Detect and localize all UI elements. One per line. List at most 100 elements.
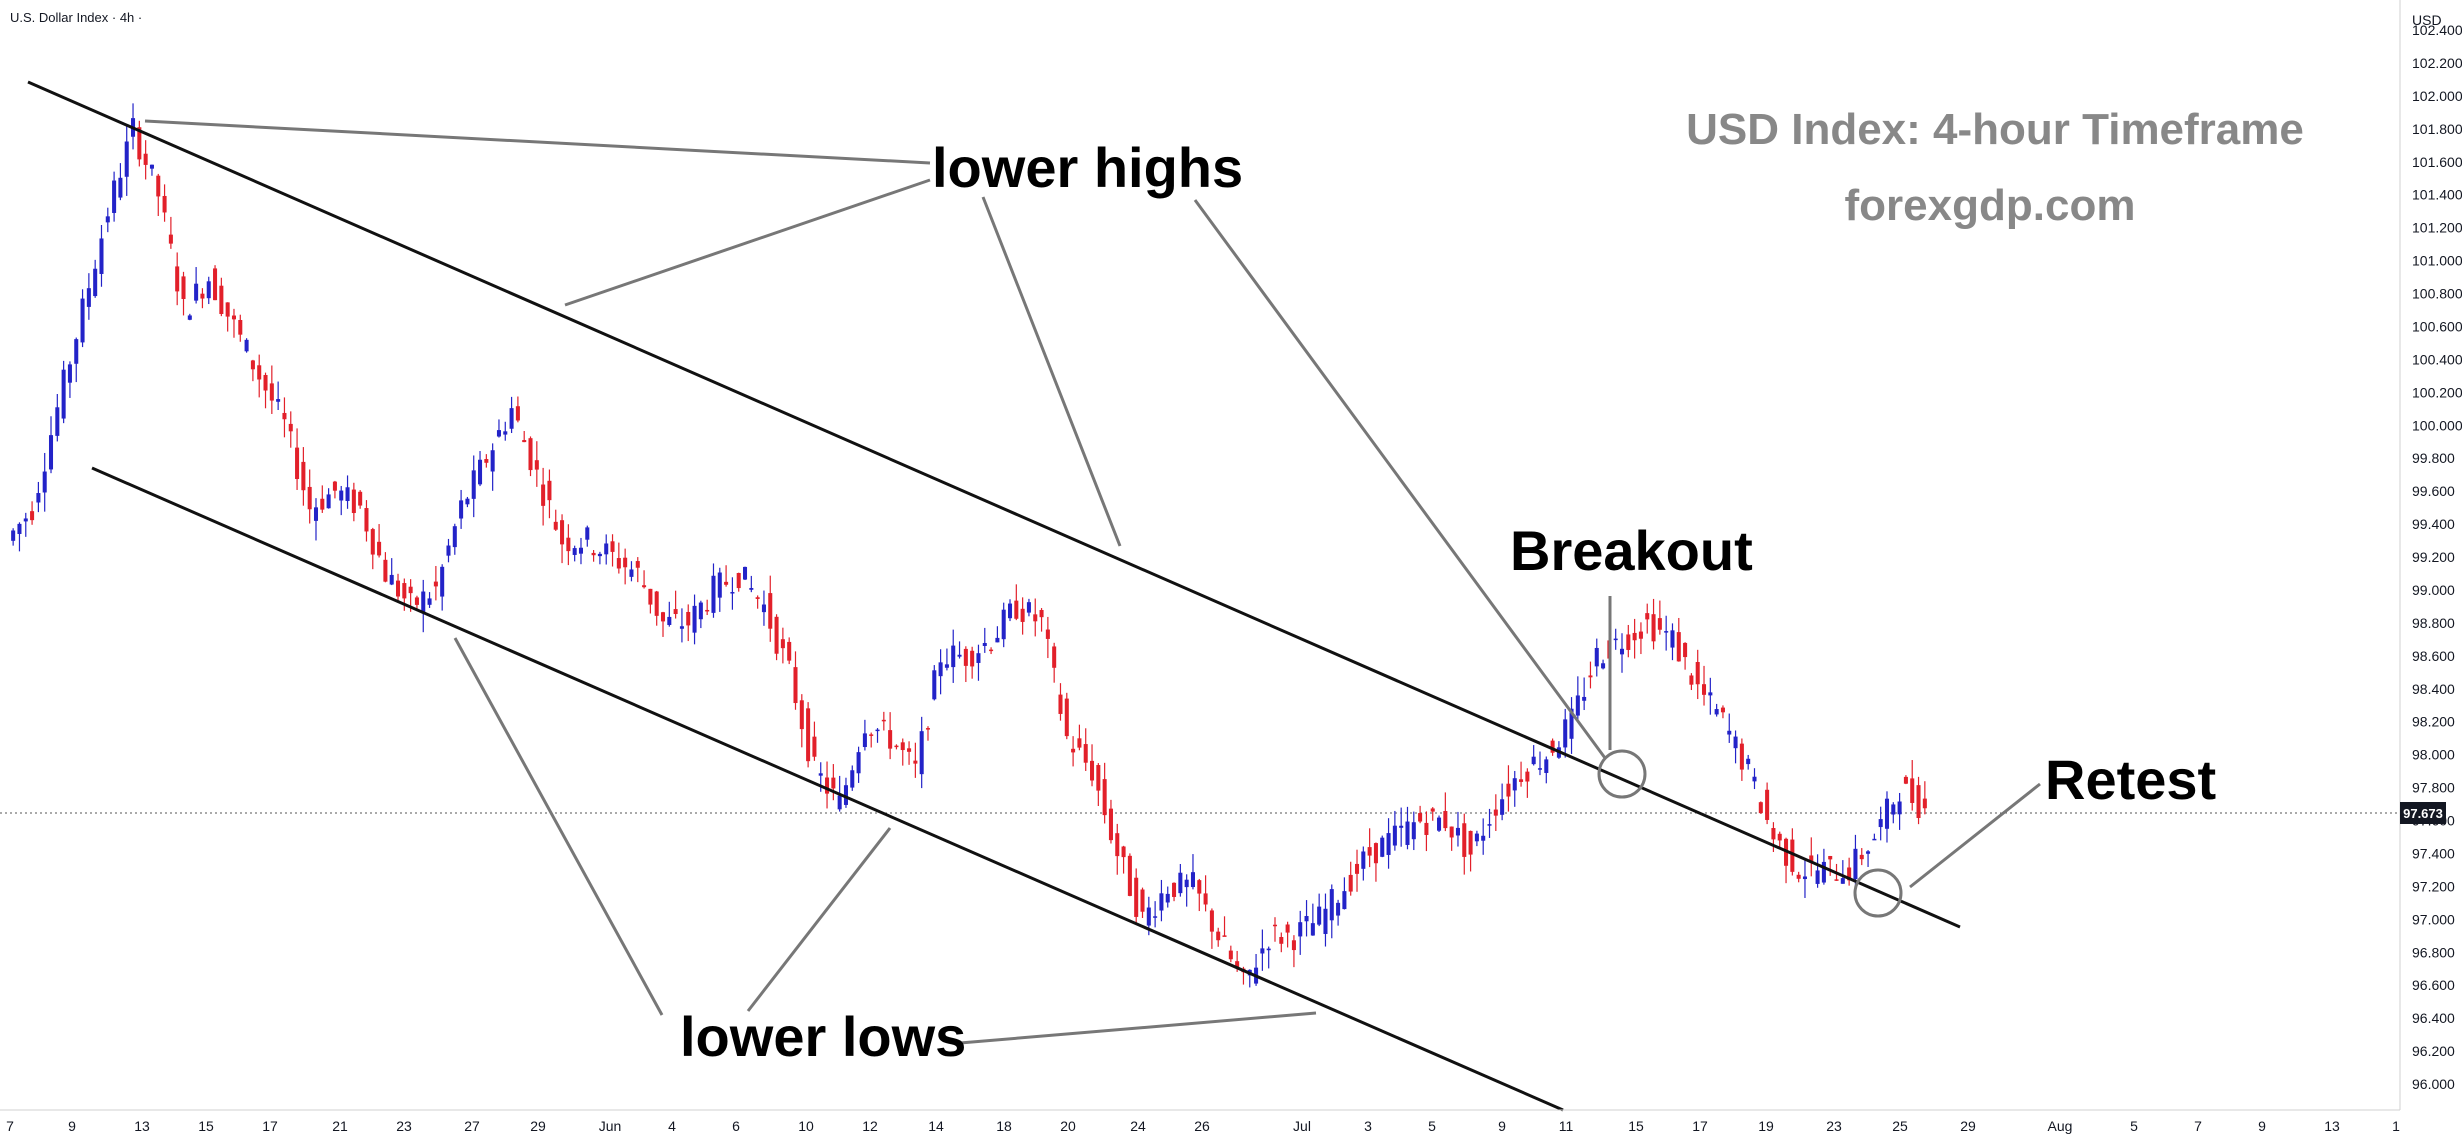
candle-up bbox=[1544, 759, 1549, 773]
candle-down bbox=[402, 583, 407, 599]
candle-up bbox=[843, 785, 848, 805]
candle-up bbox=[17, 523, 22, 534]
candle-down bbox=[799, 700, 804, 730]
candle-down bbox=[408, 586, 413, 594]
candle-down bbox=[610, 541, 615, 552]
candle-up bbox=[1601, 663, 1606, 669]
candle-up bbox=[1310, 923, 1315, 936]
candle-down bbox=[793, 667, 798, 704]
time-tick-label: 15 bbox=[198, 1118, 214, 1134]
pointer-lower-highs-1 bbox=[144, 119, 931, 165]
time-axis[interactable]: 7 9 13 15 17 21 23 27 29 Jun 4 6 10 12 14 18 20 24 26 Jul 3 5… bbox=[0, 1109, 2400, 1134]
candle-down bbox=[1777, 833, 1782, 841]
annotation-pointers bbox=[144, 119, 2041, 1045]
candle-up bbox=[862, 733, 867, 748]
price-tick-label: 100.800 bbox=[2412, 286, 2462, 302]
candle-up bbox=[118, 177, 123, 198]
price-tick-label: 96.000 bbox=[2412, 1076, 2455, 1092]
candle-up bbox=[837, 795, 842, 810]
pointer-lower-lows-1 bbox=[453, 637, 664, 1016]
candle-up bbox=[932, 670, 937, 700]
candle-down bbox=[642, 585, 647, 588]
price-tick-label: 98.600 bbox=[2412, 648, 2455, 664]
candle-down bbox=[925, 728, 931, 730]
candle-up bbox=[698, 602, 703, 620]
candle-up bbox=[490, 450, 495, 472]
time-tick-label: 29 bbox=[530, 1118, 546, 1134]
candle-up bbox=[1001, 609, 1006, 640]
candle-up bbox=[99, 238, 104, 274]
price-axis[interactable]: USD 102.400 102.200 102.000 101.800 101.600 1… bbox=[2399, 0, 2462, 1110]
candle-up bbox=[67, 364, 72, 383]
pointer-retest bbox=[1909, 782, 2041, 889]
time-tick-label: 12 bbox=[862, 1118, 878, 1134]
time-tick-label: 14 bbox=[928, 1118, 944, 1134]
candle-down bbox=[282, 412, 287, 420]
candle-down bbox=[768, 593, 773, 629]
price-tick-label: 96.600 bbox=[2412, 977, 2455, 993]
candle-down bbox=[566, 537, 571, 552]
breakout-circle bbox=[1597, 749, 1647, 799]
retest-circle bbox=[1853, 868, 1903, 918]
candle-down bbox=[623, 557, 628, 568]
candle-down bbox=[332, 481, 337, 491]
price-tick-label: 99.400 bbox=[2412, 516, 2455, 532]
candle-up bbox=[36, 493, 41, 503]
candle-down bbox=[1279, 936, 1284, 944]
candle-up bbox=[1266, 948, 1271, 951]
price-tick-label: 101.000 bbox=[2412, 253, 2462, 269]
candle-up bbox=[1727, 730, 1732, 735]
price-tick-label: 98.800 bbox=[2412, 615, 2455, 631]
candle-down bbox=[1228, 950, 1233, 960]
candle-up bbox=[717, 572, 722, 598]
candle-down bbox=[1910, 778, 1915, 803]
candle-up bbox=[1594, 647, 1599, 667]
candle-down bbox=[200, 293, 205, 299]
candle-up bbox=[1165, 893, 1170, 903]
candle-down bbox=[225, 302, 230, 317]
candle-down bbox=[1525, 771, 1530, 782]
candle-up bbox=[850, 770, 855, 788]
candle-down bbox=[528, 438, 533, 471]
price-tick-label: 96.200 bbox=[2412, 1043, 2455, 1059]
candle-down bbox=[780, 639, 785, 649]
candle-down bbox=[1462, 823, 1467, 857]
candlestick-series bbox=[11, 103, 1927, 988]
candle-down bbox=[541, 484, 546, 506]
time-tick-label: 19 bbox=[1758, 1118, 1774, 1134]
candle-up bbox=[1481, 835, 1486, 841]
candle-down bbox=[970, 650, 975, 667]
candle-up bbox=[1613, 638, 1618, 641]
candle-up bbox=[478, 459, 483, 485]
candle-down bbox=[1645, 613, 1650, 620]
candle-down bbox=[1121, 846, 1126, 858]
lower-channel-line bbox=[91, 466, 1564, 1112]
candle-up bbox=[585, 527, 590, 540]
candle-up bbox=[1298, 922, 1303, 937]
candle-down bbox=[1083, 744, 1088, 763]
price-tick-label: 99.800 bbox=[2412, 450, 2455, 466]
chart-title: USD Index: 4-hour Timeframe bbox=[1686, 105, 2304, 154]
candle-up bbox=[1437, 817, 1442, 831]
candle-down bbox=[1235, 961, 1240, 969]
candle-down bbox=[1020, 608, 1025, 622]
candle-down bbox=[1064, 698, 1069, 737]
price-tick-label: 96.400 bbox=[2412, 1010, 2455, 1026]
candle-down bbox=[724, 581, 729, 585]
candle-up bbox=[679, 626, 684, 629]
candle-up bbox=[604, 543, 609, 555]
pointer-lower-highs-3 bbox=[981, 196, 1122, 547]
candle-down bbox=[1096, 765, 1101, 791]
time-tick-label: 24 bbox=[1130, 1118, 1146, 1134]
candle-down bbox=[1765, 789, 1770, 820]
price-tick-label: 99.000 bbox=[2412, 582, 2455, 598]
candle-up bbox=[919, 731, 924, 775]
time-tick-label: 9 bbox=[2258, 1118, 2266, 1134]
candle-up bbox=[1664, 631, 1669, 633]
candle-down bbox=[263, 375, 268, 391]
candle-up bbox=[730, 592, 735, 594]
candle-up bbox=[743, 566, 748, 580]
candle-down bbox=[888, 730, 893, 749]
price-tick-label: 99.600 bbox=[2412, 483, 2455, 499]
